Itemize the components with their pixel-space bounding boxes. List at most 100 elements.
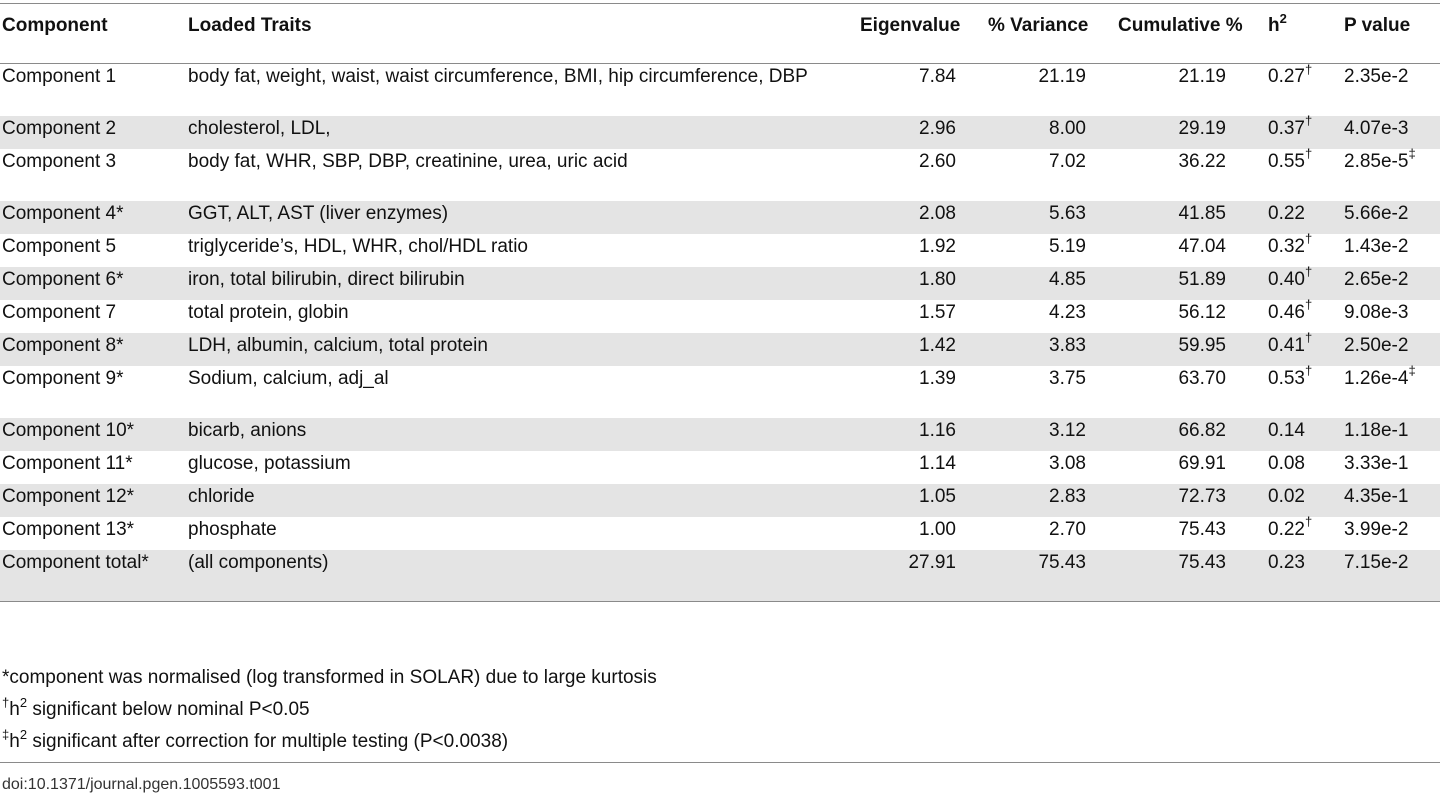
cell-h2: 0.53† <box>1268 363 1313 389</box>
header-cumulative: Cumulative % <box>1118 15 1243 36</box>
header-loaded-traits: Loaded Traits <box>188 15 312 36</box>
table-row: Component 13* phosphate 1.00 2.70 75.43 0.22†… <box>0 514 1440 550</box>
cell-variance: 3.75 <box>1049 367 1086 389</box>
bottom-rule <box>0 762 1440 763</box>
cell-component: Component 6* <box>2 268 124 290</box>
cell-variance: 3.08 <box>1049 452 1086 474</box>
cell-eigenvalue: 1.92 <box>919 235 956 257</box>
components-table: Component Loaded Traits Eigenvalue % Var… <box>0 3 1440 602</box>
cell-component: Component 10* <box>2 419 135 441</box>
cell-loaded-traits: glucose, potassium <box>188 452 351 474</box>
cell-component: Component 8* <box>2 334 124 356</box>
cell-eigenvalue: 2.96 <box>919 117 956 139</box>
cell-variance: 8.00 <box>1049 117 1086 139</box>
cell-eigenvalue: 7.84 <box>919 66 956 87</box>
cell-h2: 0.40† <box>1268 264 1313 290</box>
cell-cumulative: 29.19 <box>1178 117 1226 139</box>
cell-variance: 5.63 <box>1049 202 1086 224</box>
cell-loaded-traits: chloride <box>188 485 255 507</box>
cell-h2: 0.02 <box>1268 485 1305 507</box>
cell-p-value: 2.85e-5‡ <box>1344 146 1416 172</box>
cell-h2: 0.22† <box>1268 514 1313 540</box>
cell-cumulative: 59.95 <box>1178 334 1226 356</box>
table-body: Component 1 body fat, weight, waist, wais… <box>0 61 1440 602</box>
cell-eigenvalue: 2.60 <box>919 150 956 172</box>
cell-cumulative: 69.91 <box>1178 452 1226 474</box>
cell-cumulative: 75.43 <box>1178 551 1226 573</box>
cell-eigenvalue: 1.80 <box>919 268 956 290</box>
cell-variance: 75.43 <box>1038 551 1086 573</box>
cell-variance: 3.83 <box>1049 334 1086 356</box>
cell-p-value: 7.15e-2 <box>1344 551 1409 573</box>
cell-p-value: 4.35e-1 <box>1344 485 1409 507</box>
cell-component: Component 5 <box>2 235 117 257</box>
table-row: Component 11* glucose, potassium 1.14 3.08 6… <box>0 450 1440 484</box>
cell-p-value: 3.99e-2 <box>1344 518 1409 540</box>
cell-variance: 2.83 <box>1049 485 1086 507</box>
cell-h2: 0.27† <box>1268 61 1313 87</box>
cell-loaded-traits: (all components) <box>188 551 329 573</box>
footnote-nominal: †h2 significant below nominal P<0.05 <box>2 694 310 720</box>
cell-component: Component 12* <box>2 485 135 507</box>
cell-cumulative: 56.12 <box>1178 301 1226 323</box>
cell-p-value: 1.18e-1 <box>1344 419 1409 441</box>
footnote-normalised: *component was normalised (log transform… <box>2 667 657 688</box>
cell-h2: 0.37† <box>1268 113 1313 139</box>
cell-component: Component 7 <box>2 301 117 323</box>
table-row: Component 5 triglyceride’s, HDL, WHR, cho… <box>0 232 1440 267</box>
cell-component: Component total* <box>2 551 149 573</box>
table-row: Component 12* chloride 1.05 2.83 72.73 0.02 4.… <box>0 483 1440 517</box>
table-row: Component 10* bicarb, anions 1.16 3.12 66.82… <box>0 417 1440 451</box>
cell-variance: 3.12 <box>1049 419 1086 441</box>
cell-cumulative: 75.43 <box>1178 518 1226 540</box>
cell-p-value: 2.50e-2 <box>1344 334 1409 356</box>
cell-h2: 0.41† <box>1268 330 1313 356</box>
cell-loaded-traits: cholesterol, LDL, <box>188 117 331 139</box>
cell-loaded-traits: GGT, ALT, AST (liver enzymes) <box>188 202 449 224</box>
header-component: Component <box>2 15 108 36</box>
footnotes: *component was normalised (log transform… <box>2 662 657 758</box>
cell-h2: 0.22 <box>1268 202 1305 224</box>
cell-cumulative: 47.04 <box>1178 235 1226 257</box>
cell-h2: 0.14 <box>1268 419 1305 441</box>
header-h2: h2 <box>1268 10 1287 36</box>
cell-component: Component 11* <box>2 452 133 474</box>
cell-loaded-traits: triglyceride’s, HDL, WHR, chol/HDL ratio <box>188 235 528 257</box>
cell-cumulative: 63.70 <box>1178 367 1226 389</box>
cell-h2: 0.55† <box>1268 146 1313 172</box>
table-row: Component 4* GGT, ALT, AST (liver enzymes… <box>0 200 1440 234</box>
cell-eigenvalue: 2.08 <box>919 202 956 224</box>
cell-eigenvalue: 1.00 <box>919 518 956 540</box>
cell-p-value: 9.08e-3 <box>1344 301 1409 323</box>
cell-cumulative: 72.73 <box>1178 485 1226 507</box>
doi-label: doi:10.1371/journal.pgen.1005593.t001 <box>2 776 281 793</box>
cell-eigenvalue: 1.16 <box>919 419 956 441</box>
cell-variance: 5.19 <box>1049 235 1086 257</box>
cell-cumulative: 21.19 <box>1178 66 1226 87</box>
cell-eigenvalue: 1.42 <box>919 334 956 356</box>
cell-p-value: 2.35e-2 <box>1344 66 1409 87</box>
cell-loaded-traits: body fat, WHR, SBP, DBP, creatinine, ure… <box>188 150 628 172</box>
header-eigenvalue: Eigenvalue <box>860 15 961 36</box>
cell-p-value: 5.66e-2 <box>1344 202 1409 224</box>
table-row: Component 2 cholesterol, LDL, 2.96 8.00 29.1… <box>0 113 1440 149</box>
table-row: Component total* (all components) 27.91 75.… <box>0 549 1440 602</box>
cell-p-value: 1.26e-4‡ <box>1344 363 1416 389</box>
cell-component: Component 1 <box>2 66 117 87</box>
cell-variance: 4.23 <box>1049 301 1086 323</box>
cell-variance: 4.85 <box>1049 268 1086 290</box>
cell-p-value: 4.07e-3 <box>1344 117 1409 139</box>
cell-loaded-traits: iron, total bilirubin, direct bilirubin <box>188 268 465 290</box>
cell-p-value: 3.33e-1 <box>1344 452 1409 474</box>
cell-loaded-traits: body fat, weight, waist, waist circumfer… <box>188 66 808 87</box>
table-row: Component 8* LDH, albumin, calcium, total… <box>0 330 1440 366</box>
cell-eigenvalue: 1.05 <box>919 485 956 507</box>
cell-component: Component 13* <box>2 518 135 540</box>
cell-eigenvalue: 1.39 <box>919 367 956 389</box>
cell-h2: 0.23 <box>1268 551 1305 573</box>
cell-loaded-traits: phosphate <box>188 518 277 540</box>
table-row: Component 1 body fat, weight, waist, wais… <box>0 61 1440 116</box>
table-row: Component 3 body fat, WHR, SBP, DBP, crea… <box>0 146 1440 201</box>
cell-eigenvalue: 1.57 <box>919 301 956 323</box>
